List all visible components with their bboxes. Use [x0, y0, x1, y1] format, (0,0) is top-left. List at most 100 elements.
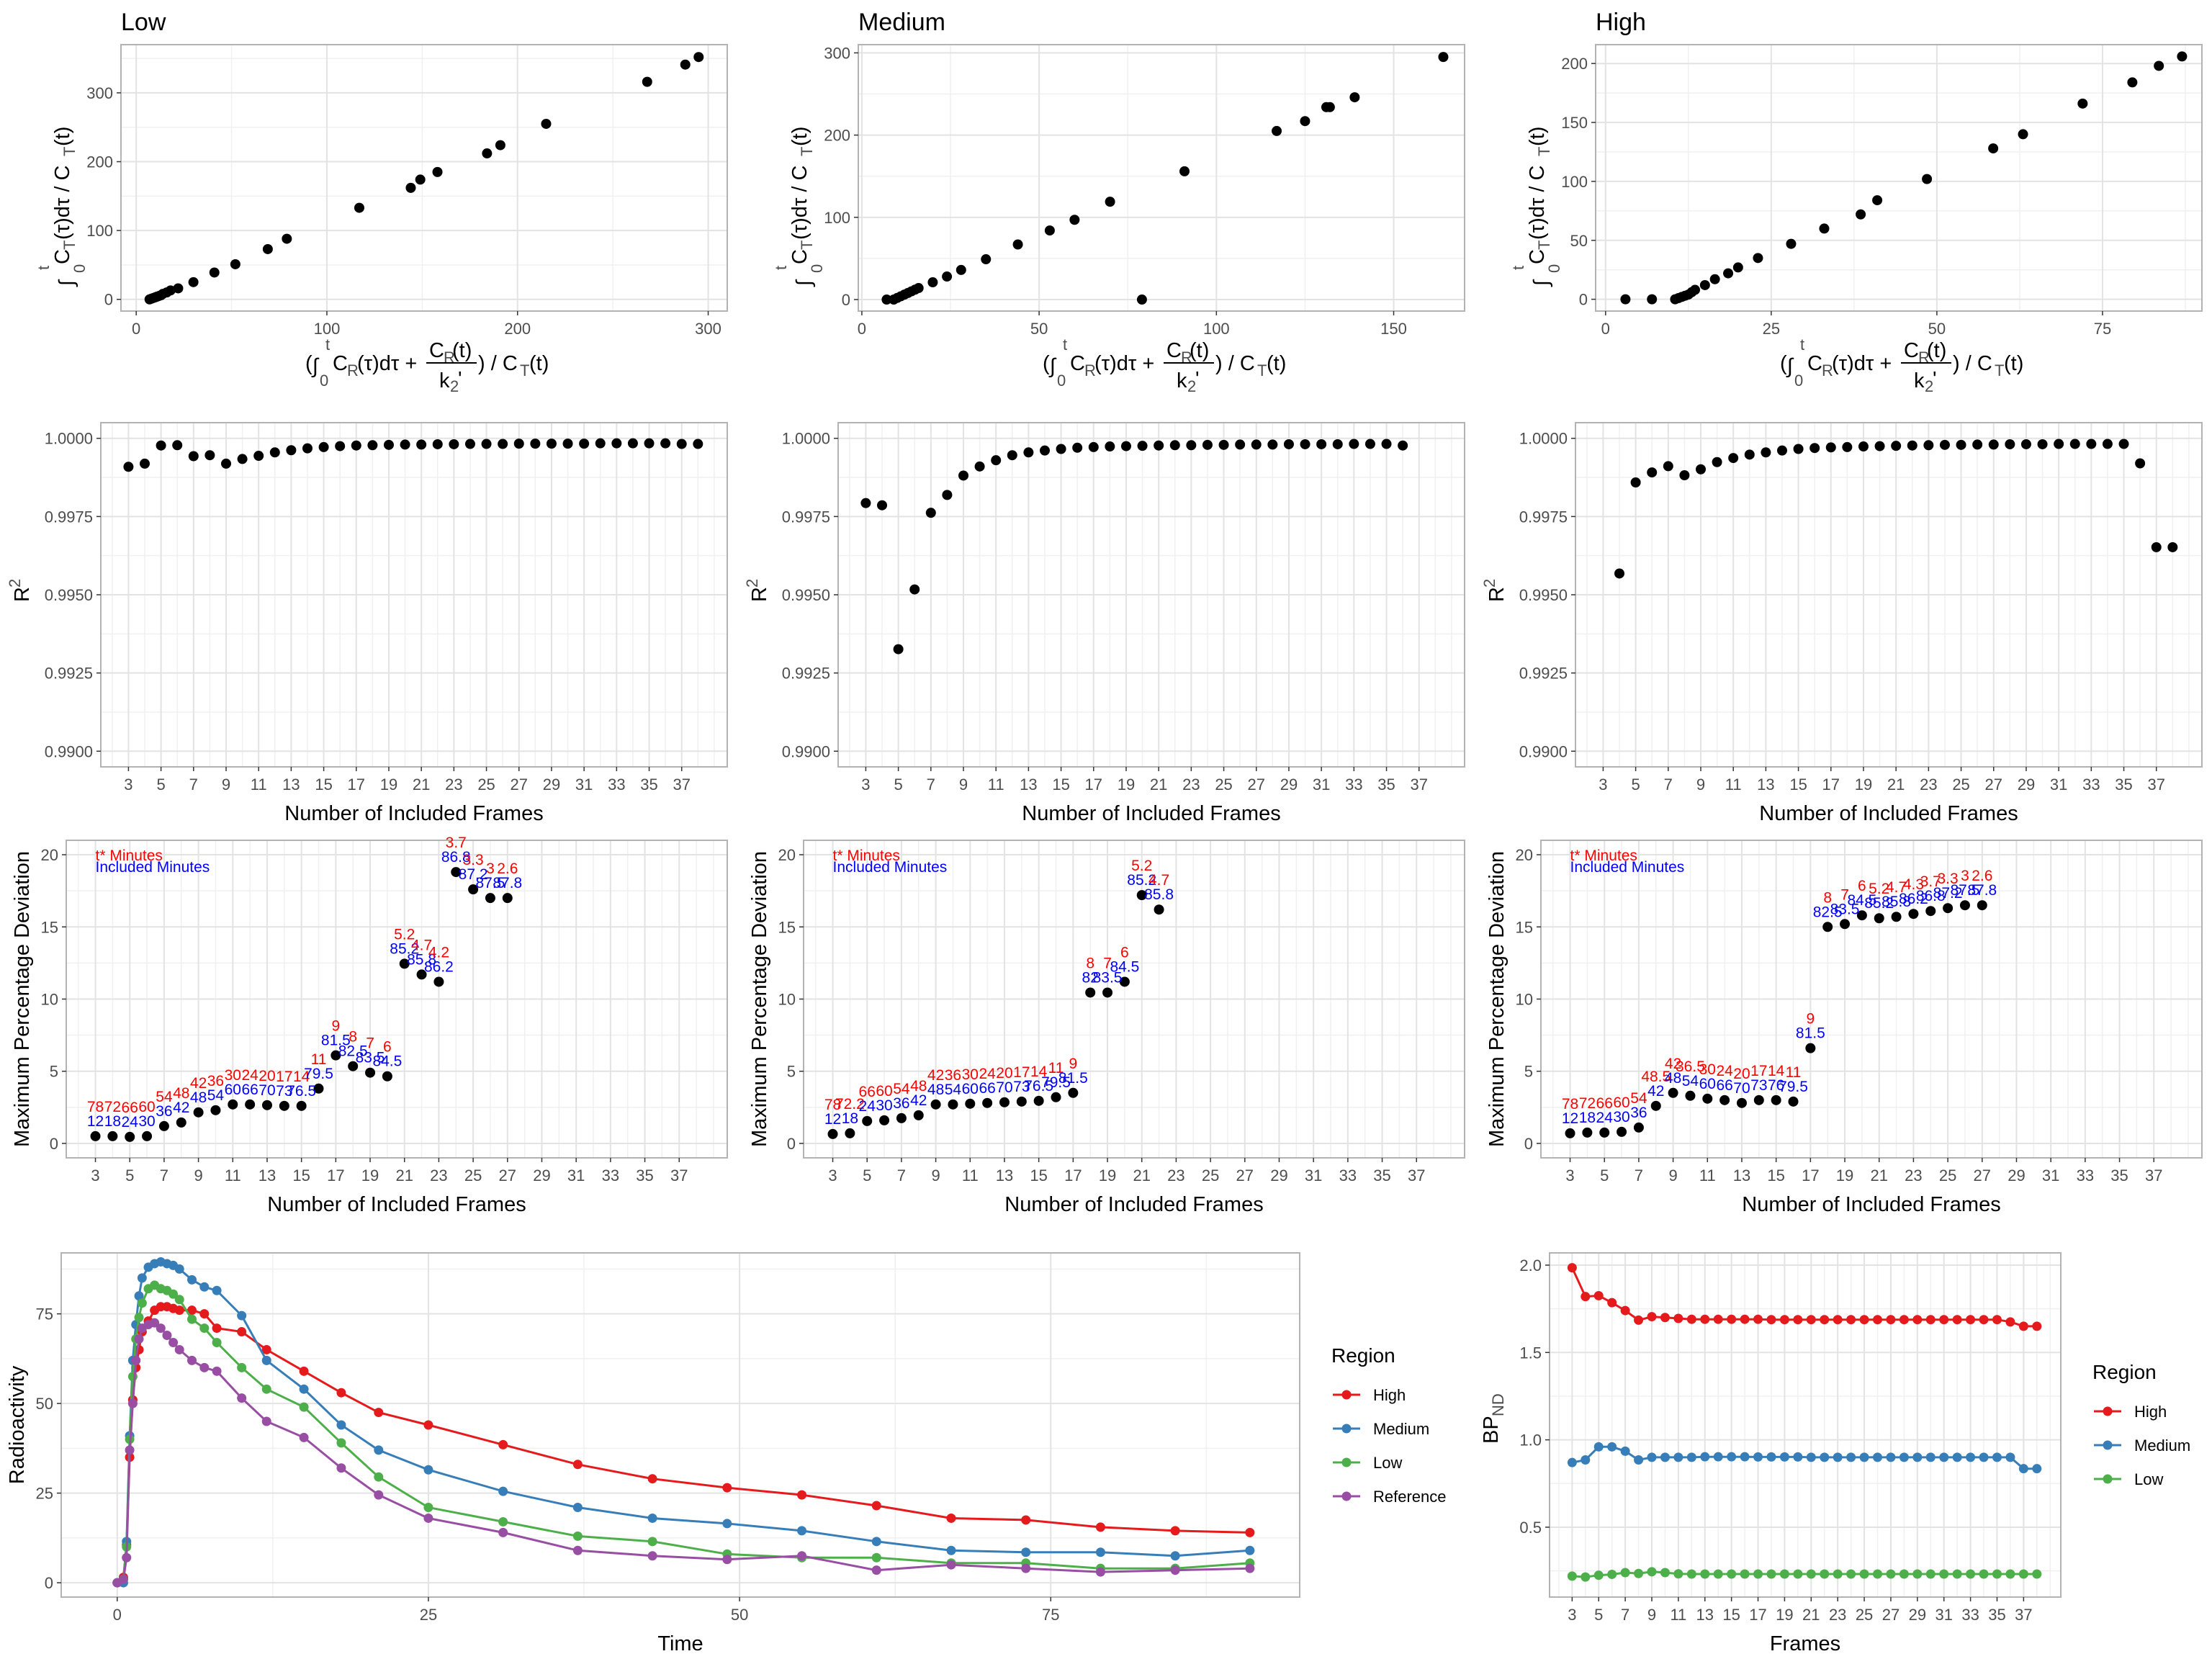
included-label: 87.5	[476, 875, 505, 891]
upper-limit: t	[325, 336, 330, 354]
data-point	[405, 182, 416, 193]
data-point-low	[1939, 1569, 1949, 1579]
x-tick-label: 19	[1855, 775, 1872, 793]
data-point	[1398, 440, 1408, 451]
y-tick-label: 0.9975	[1519, 508, 1568, 526]
x-tick-label: 21	[1150, 775, 1167, 793]
data-point-reference	[127, 1398, 138, 1408]
data-point	[415, 174, 426, 185]
data-point	[367, 440, 378, 451]
data-point	[1068, 1087, 1079, 1098]
data-point	[925, 508, 936, 518]
x-tick-label: 7	[1621, 1606, 1629, 1624]
data-point	[879, 1115, 890, 1125]
data-point-low	[1740, 1569, 1750, 1579]
tstar-label: 17	[1750, 1063, 1767, 1079]
data-point	[2005, 439, 2015, 449]
data-point-medium	[1095, 1547, 1105, 1557]
x-tick-label: 150	[1380, 320, 1407, 338]
sub2: T	[798, 147, 816, 156]
included-label: 87.5	[1951, 882, 1980, 899]
data-point-medium	[1899, 1452, 1909, 1462]
y-tick-label: 0.9900	[45, 742, 93, 760]
data-point-reference	[156, 1323, 166, 1334]
annotation-tstar-legend: t* Minutes	[1570, 848, 1637, 864]
data-point-low	[1820, 1569, 1830, 1579]
data-point-low	[572, 1531, 583, 1541]
data-point	[974, 461, 985, 472]
series-line-reference	[117, 1321, 1250, 1584]
data-point-medium	[1740, 1452, 1750, 1462]
x-tick-label: 19	[380, 775, 397, 793]
data-point-high	[1966, 1315, 1976, 1325]
data-point	[1825, 442, 1836, 453]
data-point-high	[572, 1460, 583, 1470]
legend-title: Region	[1331, 1344, 1395, 1367]
prime: '	[1933, 368, 1937, 391]
data-point-reference	[647, 1551, 657, 1561]
included-label: 81.5	[1796, 1025, 1825, 1042]
data-point	[382, 1071, 392, 1082]
y-tick-label: 25	[36, 1485, 53, 1503]
body: (τ)dτ / C	[51, 166, 74, 240]
upper-limit: t	[1509, 266, 1527, 270]
data-point-high	[1170, 1526, 1180, 1536]
y-axis-label: Maximum Percentage Deviation	[11, 851, 34, 1147]
tstar-label: 54	[156, 1089, 173, 1105]
y-axis-label: Radioactivity	[6, 1365, 29, 1484]
x-tick-label: 5	[1600, 1166, 1609, 1184]
included-label: 86.8	[441, 849, 471, 866]
included-label: 12	[824, 1111, 841, 1128]
tstar-label: 78	[1562, 1096, 1578, 1112]
y-tick-label: 2.0	[1519, 1256, 1542, 1274]
data-point-low	[168, 1289, 179, 1299]
y-tick-label: 50	[1570, 232, 1588, 250]
y-tick-label: 0	[45, 1574, 53, 1592]
data-point	[991, 455, 1002, 466]
x-tick-label: 25	[420, 1606, 437, 1624]
legend: Region High Medium Low	[2092, 1361, 2190, 1488]
data-point	[1972, 439, 1983, 450]
included-label: 83.5	[356, 1050, 385, 1066]
data-point	[173, 283, 184, 294]
tstar-label: 48	[173, 1085, 189, 1102]
data-point	[1267, 439, 1278, 450]
x-tick-label: 21	[1802, 1606, 1820, 1624]
x-tick-label: 27	[1236, 1166, 1254, 1184]
x-tick-label: 15	[1052, 775, 1069, 793]
included-label: 76	[1768, 1077, 1784, 1094]
y-tick-label: 75	[36, 1305, 53, 1323]
data-point	[1872, 195, 1883, 206]
included-label: 54	[945, 1082, 962, 1098]
included-label: 48	[190, 1089, 207, 1106]
panel-r2-low: 3 5 7 9 11 13 15 17 19 21 23 25 27 29 31 33 35 370.99000.…	[6, 422, 728, 825]
data-point	[660, 438, 671, 449]
lower-limit: 0	[1545, 264, 1563, 273]
data-point	[269, 447, 280, 458]
data-point	[1805, 1043, 1816, 1053]
data-point-high	[1766, 1315, 1776, 1325]
x-tick-label: 21	[1887, 775, 1905, 793]
integral-sign: ∫	[55, 279, 78, 287]
tstar-label: 48.5	[1641, 1069, 1671, 1085]
data-point-reference	[162, 1331, 172, 1341]
t3: (t)	[529, 352, 549, 375]
included-label: 73	[276, 1083, 292, 1100]
y-tick-label: 5	[50, 1063, 58, 1081]
data-point	[1702, 1093, 1713, 1104]
x-tick-label: 5	[125, 1166, 134, 1184]
x-tick-label: 35	[636, 1166, 653, 1184]
x-tick-label: 27	[499, 1166, 516, 1184]
y-axis-label: R2	[743, 579, 771, 602]
x-tick-label: 5	[1631, 775, 1640, 793]
tstar-label: 42	[1665, 1056, 1681, 1072]
sub2: R	[444, 349, 455, 367]
data-point-reference	[572, 1545, 583, 1555]
x-axis-label: Number of Included Frames	[284, 802, 543, 825]
included-label: 85.2	[1864, 895, 1894, 912]
data-point	[1272, 125, 1282, 136]
cr2: C	[1904, 339, 1919, 362]
x-tick-label: 13	[1020, 775, 1037, 793]
data-point	[693, 439, 703, 449]
included-label: 18	[1579, 1110, 1596, 1126]
